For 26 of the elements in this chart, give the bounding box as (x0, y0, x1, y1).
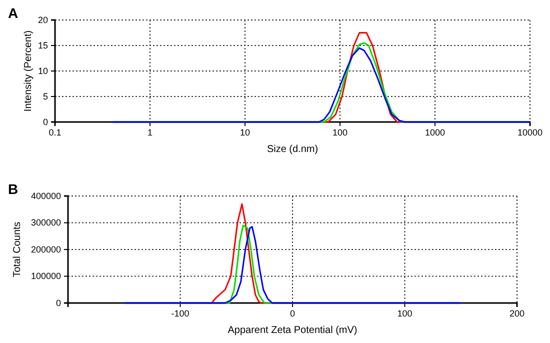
chart-title: B (8, 181, 18, 197)
x-axis-title: Size (d.nm) (266, 144, 318, 155)
y-tick-label: 15 (38, 40, 48, 50)
chart-title: A (8, 5, 18, 21)
x-tick-label: 100 (397, 308, 412, 318)
x-axis-title: Apparent Zeta Potential (mV) (228, 325, 358, 336)
y-tick-label: 20 (38, 14, 48, 25)
y-tick-label: 300000 (30, 218, 61, 228)
x-tick-label: -100 (171, 308, 190, 318)
x-tick-label: 200 (509, 308, 525, 318)
x-tick-label: 0 (290, 308, 296, 318)
y-tick-label: 400000 (30, 190, 61, 201)
y-tick-label: 5 (42, 91, 48, 102)
y-tick-label: 0 (56, 298, 61, 308)
x-tick-label: 1000 (424, 127, 446, 138)
y-tick-label: 100000 (30, 271, 61, 282)
y-tick-label: 0 (42, 116, 48, 127)
x-tick-label: 10000 (517, 127, 543, 138)
x-tick-label: 10 (240, 127, 250, 138)
x-tick-label: 100 (332, 127, 348, 138)
y-tick-label: 200000 (30, 244, 61, 254)
y-tick-label: 10 (38, 66, 48, 76)
y-axis-title: Total Counts (12, 222, 23, 278)
y-axis-title: Intensity (Percent) (23, 30, 34, 112)
x-tick-label: 1 (147, 127, 153, 138)
x-tick-label: 0.1 (48, 127, 62, 138)
